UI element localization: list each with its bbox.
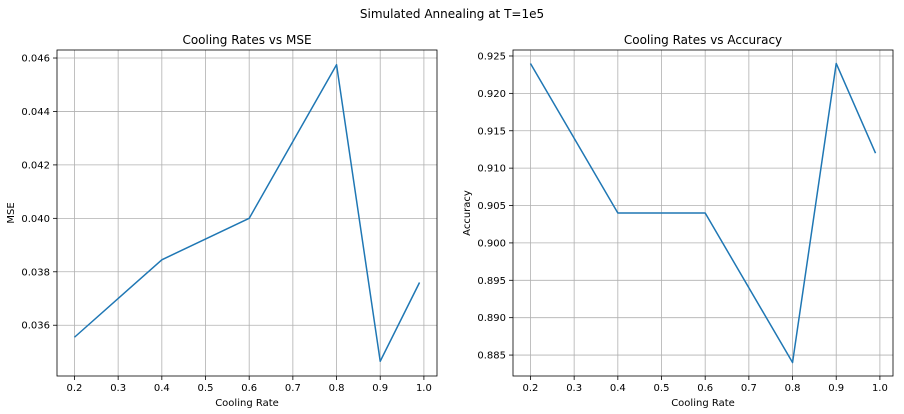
grid (513, 50, 893, 376)
x-tick-label: 1.0 (872, 383, 888, 394)
x-tick-label: 0.4 (610, 383, 626, 394)
series-line (529, 62, 877, 364)
x-tick-label: 0.5 (654, 383, 670, 394)
y-tick-label: 0.915 (477, 126, 506, 137)
y-ticks: 0.036 0.038 0.040 0.042 0.044 0.046 (21, 54, 57, 332)
y-tick-label: 0.042 (21, 160, 50, 171)
x-tick-label: 0.6 (241, 383, 257, 394)
y-tick-label: 0.038 (21, 267, 50, 278)
figure-suptitle: Simulated Annealing at T=1e5 (360, 7, 544, 21)
x-ticks: 0.2 0.3 0.4 0.5 0.6 0.7 0.8 0.9 1.0 (67, 376, 432, 394)
x-axis-label: Cooling Rate (215, 398, 279, 409)
x-tick-label: 0.7 (285, 383, 301, 394)
y-tick-label: 0.900 (477, 238, 506, 249)
plot-area (73, 63, 421, 363)
x-tick-label: 0.3 (566, 383, 582, 394)
y-tick-label: 0.920 (477, 89, 506, 100)
y-tick-label: 0.910 (477, 164, 506, 175)
axes-frame (512, 49, 894, 377)
x-tick-label: 0.2 (67, 383, 83, 394)
panel-accuracy: Cooling Rates vs Accuracy 0.2 0.3 0.4 0.5 0.… (462, 33, 894, 409)
plot-area (529, 62, 877, 364)
y-tick-label: 0.046 (21, 54, 50, 65)
panel-mse: Cooling Rates vs MSE 0.2 0.3 0.4 0.5 0.6 0.7 0… (6, 33, 438, 409)
x-tick-label: 0.2 (523, 383, 539, 394)
y-tick-label: 0.905 (477, 201, 506, 212)
x-tick-label: 0.8 (785, 383, 801, 394)
panel-title: Cooling Rates vs MSE (182, 33, 311, 47)
x-axis-label: Cooling Rate (671, 398, 735, 409)
y-tick-label: 0.925 (477, 51, 506, 62)
y-tick-label: 0.036 (21, 321, 50, 332)
grid (57, 50, 437, 376)
x-tick-label: 0.9 (372, 383, 388, 394)
series-line (73, 63, 421, 363)
y-ticks: 0.885 0.890 0.895 0.900 0.905 0.910 0.915 0.920… (477, 51, 513, 362)
y-tick-label: 0.040 (21, 214, 50, 225)
y-tick-label: 0.890 (477, 313, 506, 324)
panel-title: Cooling Rates vs Accuracy (624, 33, 782, 47)
x-tick-label: 0.4 (154, 383, 170, 394)
y-axis-label: MSE (6, 202, 17, 223)
axes-frame (56, 49, 438, 377)
y-axis-label: Accuracy (462, 190, 473, 236)
x-tick-label: 0.3 (110, 383, 126, 394)
x-tick-label: 1.0 (416, 383, 432, 394)
x-ticks: 0.2 0.3 0.4 0.5 0.6 0.7 0.8 0.9 1.0 (523, 376, 888, 394)
y-tick-label: 0.895 (477, 276, 506, 287)
x-tick-label: 0.8 (329, 383, 345, 394)
y-tick-label: 0.885 (477, 351, 506, 362)
x-tick-label: 0.7 (741, 383, 757, 394)
x-tick-label: 0.6 (697, 383, 713, 394)
x-tick-label: 0.5 (198, 383, 214, 394)
x-tick-label: 0.9 (828, 383, 844, 394)
y-tick-label: 0.044 (21, 107, 50, 118)
